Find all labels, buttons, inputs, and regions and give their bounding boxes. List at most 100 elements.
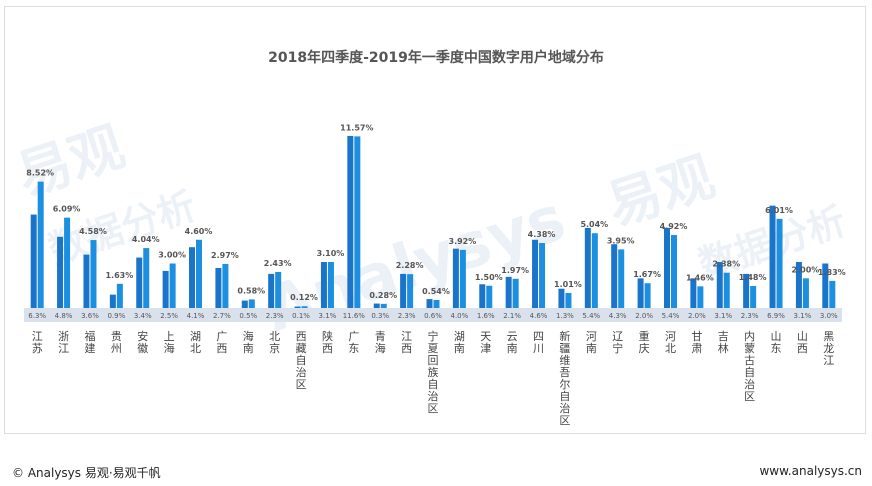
data-label-series2: 0.28%	[369, 291, 397, 300]
bar-series2	[776, 218, 783, 308]
data-label-series2: 6.01%	[765, 206, 793, 215]
category-label: 福建	[84, 329, 95, 355]
bar-series1	[189, 247, 196, 308]
bar-series2	[275, 271, 282, 308]
data-label-series1: 2.7%	[213, 312, 231, 320]
data-label-series1: 2.3%	[741, 312, 759, 320]
bar-series2	[64, 217, 71, 308]
bar-series2	[354, 136, 361, 308]
data-label-series2: 2.00%	[792, 265, 820, 274]
data-label-series2: 8.52%	[26, 169, 54, 178]
data-label-series2: 0.54%	[422, 287, 450, 296]
category-label: 安徽	[137, 329, 148, 355]
chart-title: 2018年四季度-2019年一季度中国数字用户地域分布	[268, 49, 604, 66]
data-label-series2: 1.48%	[739, 273, 767, 282]
data-label-series1: 3.1%	[319, 312, 337, 320]
category-label: 重庆	[639, 329, 650, 355]
category-label: 贵州	[111, 330, 122, 355]
bar-series1	[83, 254, 90, 308]
bar-series2	[222, 263, 229, 308]
data-label-series1: 3.1%	[714, 312, 732, 320]
category-label: 四川	[533, 330, 544, 355]
category-label: 内蒙古自治区	[744, 329, 755, 403]
bar-series1	[584, 227, 591, 308]
bar-series1	[162, 270, 169, 308]
data-label-series2: 2.28%	[396, 261, 424, 270]
bar-series1	[716, 262, 723, 308]
bar-series1	[822, 263, 829, 308]
bar-series1	[400, 273, 407, 308]
data-label-series2: 4.04%	[132, 235, 160, 244]
category-label: 天津	[480, 330, 491, 355]
bar-series2	[407, 274, 414, 308]
bar-series1	[57, 236, 64, 308]
bar-series1	[663, 227, 670, 308]
data-label-series1: 2.1%	[503, 312, 521, 320]
data-label-series1: 2.3%	[398, 312, 416, 320]
data-label-series1: 1.6%	[477, 312, 495, 320]
category-label: 浙江	[58, 330, 69, 355]
category-label: 甘肃	[691, 330, 702, 355]
bar-series1	[611, 244, 618, 308]
data-label-series1: 4.3%	[609, 312, 627, 320]
data-label-series1: 5.4%	[662, 312, 680, 320]
category-label: 江西	[401, 330, 412, 355]
bar-series2	[459, 249, 466, 308]
bar-series1	[637, 278, 644, 308]
bar-series2	[301, 306, 308, 308]
bar-series1	[215, 267, 222, 308]
bar-series2	[486, 285, 493, 308]
data-label-series1: 2.5%	[160, 312, 178, 320]
bar-series2	[618, 249, 625, 308]
data-label-series2: 2.38%	[712, 260, 740, 269]
bar-series1	[136, 257, 143, 308]
bar-series2	[723, 272, 730, 308]
data-label-series2: 4.38%	[528, 230, 556, 239]
category-label: 山东	[771, 330, 782, 355]
data-label-series2: 1.83%	[818, 268, 846, 277]
data-label-series2: 3.95%	[607, 236, 635, 245]
bar-series2	[644, 283, 651, 308]
bar-series2	[116, 283, 123, 308]
category-label: 广西	[216, 330, 227, 355]
data-label-series2: 4.58%	[79, 227, 107, 236]
category-label: 山西	[797, 330, 808, 355]
category-label: 广东	[348, 330, 359, 355]
category-label: 黑龙江	[823, 330, 834, 367]
category-label: 河北	[665, 330, 676, 355]
bar-series1	[373, 303, 380, 308]
bar-chart: 2018年四季度-2019年一季度中国数字用户地域分布 8.52% 6.3% 江苏 6…	[24, 49, 846, 427]
data-label-series1: 2.0%	[688, 312, 706, 320]
data-label-series1: 0.3%	[371, 312, 389, 320]
bar-series1	[505, 276, 512, 308]
bar-series2	[169, 263, 176, 308]
data-label-series2: 11.57%	[340, 123, 373, 132]
category-label: 新疆维吾尔自治区	[559, 329, 570, 427]
data-label-series1: 3.1%	[794, 312, 812, 320]
data-label-series2: 1.67%	[633, 270, 661, 279]
data-label-series2: 3.92%	[449, 237, 477, 246]
data-label-series2: 2.97%	[211, 251, 239, 260]
data-label-series2: 4.60%	[185, 227, 213, 236]
data-label-series2: 1.50%	[475, 273, 503, 282]
data-label-series1: 2.0%	[635, 312, 653, 320]
category-label: 宁夏回族自治区	[428, 329, 439, 415]
bar-series1	[320, 262, 327, 308]
category-label: 青海	[375, 330, 386, 355]
bar-series2	[380, 303, 387, 308]
data-label-series1: 3.4%	[134, 312, 152, 320]
bar-series2	[143, 248, 150, 308]
data-label-series2: 6.09%	[53, 205, 81, 214]
bar-series2	[670, 235, 677, 308]
footer-url[interactable]: www.analysys.cn	[759, 464, 862, 478]
bar-series2	[802, 278, 809, 308]
bar-series2	[196, 239, 203, 308]
category-label: 河南	[586, 330, 597, 355]
data-label-series1: 1.3%	[556, 312, 574, 320]
data-label-series2: 1.46%	[686, 273, 714, 282]
data-label-series2: 0.58%	[237, 286, 265, 295]
bar-series2	[697, 286, 704, 308]
bar-series1	[452, 248, 459, 308]
data-label-series1: 4.1%	[187, 312, 205, 320]
data-label-series1: 5.4%	[582, 312, 600, 320]
